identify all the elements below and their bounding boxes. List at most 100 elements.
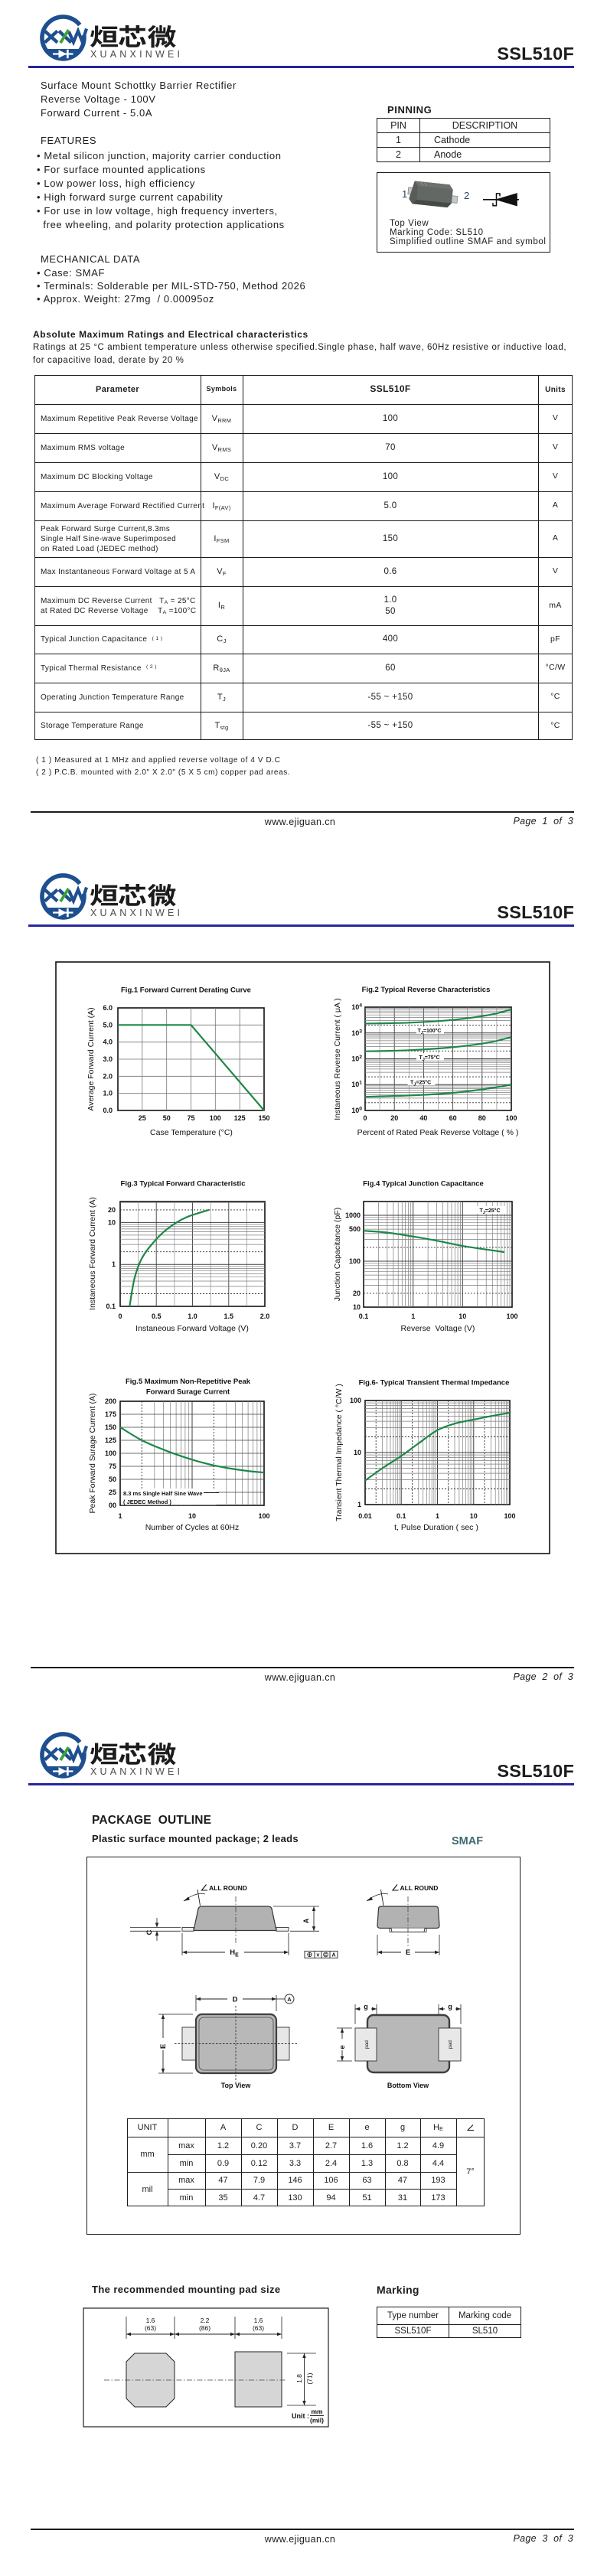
svg-text:50: 50: [163, 1114, 171, 1122]
svg-text:1.5: 1.5: [224, 1312, 234, 1320]
svg-text:v: v: [317, 1953, 320, 1958]
svg-text:Peak Forward Surage Current (A: Peak Forward Surage Current (A): [88, 1394, 97, 1514]
svg-text:0.0: 0.0: [103, 1107, 113, 1114]
svg-text:Number of Cycles at 60Hz: Number of Cycles at 60Hz: [145, 1523, 240, 1532]
svg-text:A: A: [287, 1996, 292, 2003]
svg-text:1.8: 1.8: [295, 2374, 303, 2383]
svg-text:100: 100: [505, 1114, 517, 1122]
svg-text:mm: mm: [311, 2408, 323, 2415]
svg-text:2.2: 2.2: [201, 2317, 210, 2324]
svg-text:100: 100: [105, 1449, 116, 1457]
svg-text:1: 1: [436, 1512, 439, 1520]
svg-text:e: e: [338, 2045, 347, 2049]
svg-text:Fig.5 Maximum Non-Repetitive: Fig.5 Maximum Non-Repetitive Peak: [126, 1378, 251, 1386]
svg-text:A: A: [302, 1918, 310, 1923]
svg-text:(86): (86): [199, 2324, 210, 2332]
svg-text:102: 102: [351, 1055, 362, 1063]
svg-text:pad: pad: [364, 2040, 370, 2049]
svg-text:10: 10: [353, 1303, 361, 1311]
svg-text:Forward Surage Current: Forward Surage Current: [146, 1387, 230, 1396]
svg-text:Instaneous Forward Current (A): Instaneous Forward Current (A): [88, 1197, 97, 1310]
svg-text:(63): (63): [253, 2324, 264, 2332]
svg-text:2.0: 2.0: [103, 1072, 113, 1080]
svg-text:103: 103: [351, 1029, 362, 1037]
svg-text:(71): (71): [306, 2372, 314, 2384]
svg-text:g: g: [364, 2003, 368, 2010]
svg-text:100: 100: [506, 1312, 517, 1320]
svg-text:Fig.3 Typical Forward Charact: Fig.3 Typical Forward Characteristic: [121, 1180, 246, 1189]
svg-text:ALL ROUND: ALL ROUND: [209, 1884, 247, 1892]
svg-text:ALL ROUND: ALL ROUND: [400, 1884, 439, 1892]
svg-text:125: 125: [234, 1114, 246, 1122]
svg-text:150: 150: [105, 1423, 116, 1431]
svg-text:TJ=25°C: TJ=25°C: [410, 1079, 431, 1087]
svg-text:1: 1: [411, 1312, 415, 1320]
svg-text:125: 125: [105, 1436, 116, 1444]
svg-text:00: 00: [109, 1502, 116, 1509]
svg-text:175: 175: [105, 1410, 116, 1418]
svg-text:10: 10: [188, 1512, 196, 1520]
svg-text:HE: HE: [230, 1948, 239, 1958]
svg-text:10: 10: [470, 1512, 478, 1520]
svg-text:g: g: [448, 2003, 452, 2010]
svg-text:100: 100: [349, 1257, 361, 1265]
svg-text:C: C: [145, 1929, 154, 1935]
svg-text:0.01: 0.01: [358, 1512, 372, 1520]
svg-text:1: 1: [118, 1512, 122, 1520]
svg-text:100: 100: [504, 1512, 515, 1520]
svg-text:0.1: 0.1: [359, 1312, 369, 1320]
svg-text:5.0: 5.0: [103, 1021, 113, 1029]
svg-text:pad: pad: [448, 2040, 453, 2049]
svg-text:100: 100: [210, 1114, 221, 1122]
svg-text:Instaneous Reverse Current ( μ: Instaneous Reverse Current ( μA ): [333, 998, 342, 1120]
svg-text:20: 20: [390, 1114, 398, 1122]
svg-text:4.0: 4.0: [103, 1039, 113, 1046]
svg-text:20: 20: [353, 1290, 361, 1297]
svg-text:1.6: 1.6: [146, 2317, 155, 2324]
svg-text:75: 75: [109, 1462, 116, 1470]
svg-text:Transient Thermal Impedance (: Transient Thermal Impedance ( °C/W ): [335, 1384, 344, 1521]
svg-text:75: 75: [187, 1114, 194, 1122]
svg-text:1: 1: [112, 1260, 116, 1268]
svg-text:8.3 ms Single Half Sine Wave: 8.3 ms Single Half Sine Wave: [123, 1490, 203, 1497]
svg-text:Percent of Rated Peak Reverse: Percent of Rated Peak Reverse Voltage ( …: [357, 1128, 519, 1137]
svg-text:150: 150: [258, 1114, 269, 1122]
svg-text:1.0: 1.0: [103, 1090, 113, 1097]
svg-text:Fig.1 Forward Current Deratin: Fig.1 Forward Current Derating Curve: [121, 986, 251, 995]
svg-text:E: E: [406, 1948, 410, 1957]
svg-text:0: 0: [118, 1312, 122, 1320]
svg-text:60: 60: [449, 1114, 457, 1122]
svg-text:100: 100: [350, 1397, 361, 1404]
svg-text:Top View: Top View: [221, 2082, 252, 2089]
svg-text:2: 2: [464, 190, 469, 201]
svg-text:1000: 1000: [345, 1211, 361, 1219]
svg-text:TJ=75°C: TJ=75°C: [419, 1055, 439, 1062]
svg-text:Average Forward Current (A): Average Forward Current (A): [86, 1007, 96, 1110]
svg-text:50: 50: [109, 1475, 116, 1483]
svg-text:( JEDEC Method ): ( JEDEC Method ): [123, 1498, 171, 1505]
svg-text:Case Temperature (°C): Case Temperature (°C): [150, 1128, 233, 1137]
svg-text:200: 200: [105, 1397, 116, 1405]
svg-text:C: C: [325, 1953, 328, 1958]
svg-text:25: 25: [109, 1489, 116, 1496]
svg-text:(mil): (mil): [310, 2417, 324, 2424]
svg-text:Junction Capacitance (pF): Junction Capacitance (pF): [333, 1208, 342, 1302]
svg-text:Fig.4 Typical Junction Capaci: Fig.4 Typical Junction Capacitance: [363, 1180, 484, 1189]
svg-text:Unit :: Unit :: [292, 2412, 309, 2420]
svg-text:0.5: 0.5: [152, 1312, 162, 1320]
svg-text:Reverse Voltage (V): Reverse Voltage (V): [401, 1324, 475, 1333]
svg-text:D: D: [233, 1996, 238, 2004]
svg-text:3.0: 3.0: [103, 1055, 113, 1063]
svg-text:A: A: [331, 1953, 335, 1958]
svg-text:2.0: 2.0: [260, 1312, 270, 1320]
svg-text:Fig.6- Typical Transient Therm: Fig.6- Typical Transient Thermal Impedan…: [359, 1379, 510, 1387]
svg-text:TJ=25°C: TJ=25°C: [479, 1208, 500, 1215]
svg-text:100: 100: [258, 1512, 269, 1520]
svg-text:40: 40: [419, 1114, 427, 1122]
svg-text:TJ=100°C: TJ=100°C: [418, 1028, 442, 1035]
svg-text:100: 100: [351, 1107, 362, 1115]
svg-text:101: 101: [351, 1081, 362, 1089]
svg-text:500: 500: [349, 1225, 361, 1233]
svg-text:0.1: 0.1: [106, 1303, 116, 1310]
svg-text:1.6: 1.6: [254, 2317, 263, 2324]
